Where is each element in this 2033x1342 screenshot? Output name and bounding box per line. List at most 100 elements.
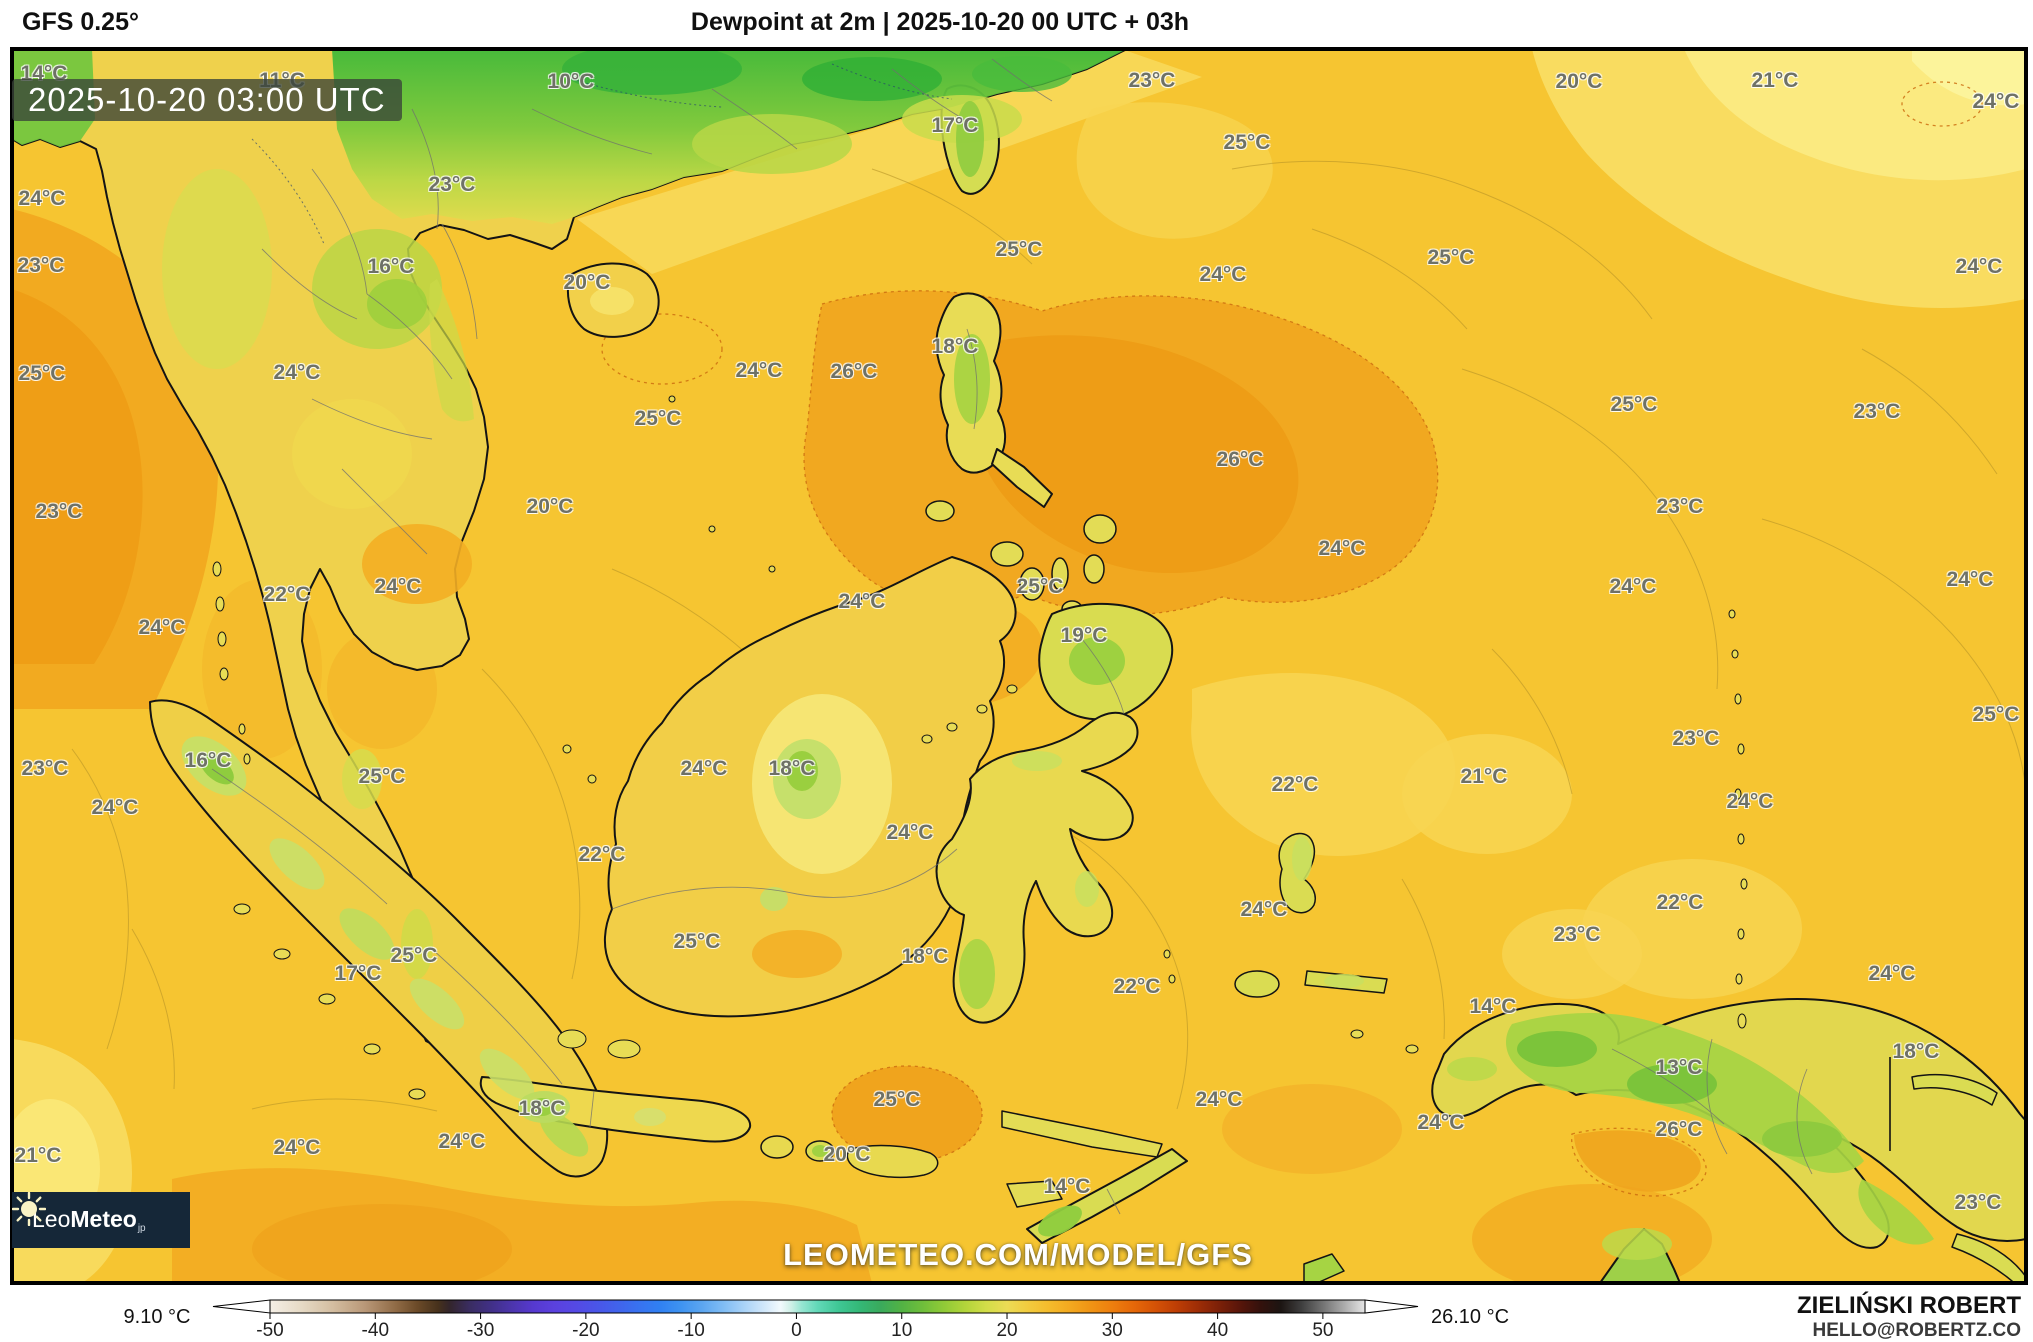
temp-label: 22°C (1656, 891, 1704, 914)
temp-label: 23°C (1853, 400, 1901, 423)
temp-label: 24°C (1972, 90, 2020, 113)
temp-label: 24°C (680, 757, 728, 780)
temp-label: 23°C (21, 757, 69, 780)
temp-label: 24°C (1868, 962, 1916, 985)
colorbar-tick-label: 20 (996, 1320, 1017, 1338)
temp-label: 18°C (518, 1097, 566, 1120)
temp-labels-layer: 14°C11°C24°C23°C25°C23°C23°C16°C24°C10°C… (12, 49, 2026, 1283)
sea-contours (71, 160, 2026, 1112)
temp-label: 25°C (390, 944, 438, 967)
watermark: LEOMETEO.COM/MODEL/GFS (783, 1237, 1253, 1272)
temp-label: 24°C (735, 359, 783, 382)
temp-label: 17°C (334, 962, 382, 985)
colorbar-tick-label: 40 (1207, 1320, 1228, 1338)
leometeo-logo[interactable]: LeoMeteojp (12, 1192, 190, 1248)
temp-label: 22°C (1113, 975, 1161, 998)
temp-label: 24°C (438, 1130, 486, 1153)
temp-label: 25°C (1610, 393, 1658, 416)
contact-email[interactable]: HELLO@ROBERTZ.CO (1812, 1320, 2021, 1341)
temp-label: 23°C (1954, 1191, 2002, 1214)
temp-label: 26°C (830, 360, 878, 383)
temp-label: 14°C (1469, 995, 1517, 1018)
temp-label: 26°C (1216, 448, 1264, 471)
model-label: GFS 0.25° (22, 8, 139, 36)
colorbar-tick-label: 50 (1312, 1320, 1333, 1338)
temp-label: 25°C (995, 238, 1043, 261)
temp-label: 25°C (1223, 131, 1271, 154)
temp-label: 25°C (1016, 575, 1064, 598)
temp-label: 22°C (263, 583, 311, 606)
colorbar-tick-label: -20 (572, 1320, 599, 1338)
temp-label: 24°C (374, 575, 422, 598)
temp-label: 13°C (1655, 1056, 1703, 1079)
colorbar-tick-label: -30 (467, 1320, 494, 1338)
colorbar-tick-label: -10 (677, 1320, 704, 1338)
mainland-asia (12, 49, 1128, 1048)
temp-label: 24°C (273, 361, 321, 384)
temp-label: 24°C (1318, 537, 1366, 560)
temp-label: 24°C (1417, 1111, 1465, 1134)
temp-label: 26°C (1655, 1118, 1703, 1141)
temp-label: 25°C (873, 1088, 921, 1111)
colorbar-max-label: 26.10 °C (1430, 1306, 1510, 1328)
temp-label: 21°C (1460, 765, 1508, 788)
temp-label: 20°C (1555, 70, 1603, 93)
temp-label: 20°C (526, 495, 574, 518)
temp-label: 14°C (1043, 1175, 1091, 1198)
colorbar-gradient (269, 1299, 1366, 1314)
colorbar-left-arrow (212, 1299, 271, 1314)
temp-label: 24°C (1946, 568, 1994, 591)
temp-label: 25°C (1972, 703, 2020, 726)
temp-label: 21°C (14, 1144, 62, 1167)
temp-label: 16°C (367, 255, 415, 278)
author-name: ZIELIŃSKI ROBERT (1796, 1292, 2021, 1319)
temp-label: 23°C (1672, 727, 1720, 750)
island-specks (212, 395, 1748, 1100)
sun-icon (12, 1192, 46, 1226)
colorbar: -50 -40 -30 -20 -10 0 10 20 30 40 50 (212, 1299, 1419, 1338)
temp-label: 17°C (931, 114, 979, 137)
temp-label: 24°C (91, 796, 139, 819)
temp-label: 24°C (273, 1136, 321, 1159)
temp-label: 21°C (1751, 69, 1799, 92)
page-title: Dewpoint at 2m | 2025-10-20 00 UTC + 03h (690, 8, 1190, 36)
temp-label: 23°C (1553, 923, 1601, 946)
temp-label: 24°C (1955, 255, 2003, 278)
temp-label: 25°C (18, 362, 66, 385)
temp-label: 20°C (563, 271, 611, 294)
temp-label: 19°C (1060, 624, 1108, 647)
logo-text: LeoMeteojp (32, 1206, 146, 1234)
temp-label: 23°C (1656, 495, 1704, 518)
colorbar-tick-label: 10 (891, 1320, 912, 1338)
temp-label: 25°C (358, 765, 406, 788)
temp-label: 24°C (138, 616, 186, 639)
temp-label: 24°C (18, 187, 66, 210)
temp-label: 24°C (838, 590, 886, 613)
colorbar-tick-label: -50 (256, 1320, 283, 1338)
temp-label: 25°C (673, 930, 721, 953)
colorbar-right-arrow (1364, 1299, 1419, 1314)
temp-label: 24°C (1609, 575, 1657, 598)
temp-label: 18°C (901, 945, 949, 968)
map-frame (12, 49, 2026, 1283)
temp-label: 22°C (578, 843, 626, 866)
temp-label: 23°C (428, 173, 476, 196)
temp-label: 18°C (1892, 1040, 1940, 1063)
temp-label: 23°C (35, 500, 83, 523)
temp-label: 25°C (634, 407, 682, 430)
temp-label: 20°C (823, 1143, 871, 1166)
temp-label: 24°C (1726, 790, 1774, 813)
temp-label: 24°C (1195, 1088, 1243, 1111)
temp-label: 24°C (1199, 263, 1247, 286)
temp-label: 18°C (931, 335, 979, 358)
temp-label: 18°C (768, 757, 816, 780)
colorbar-ticks: -50 -40 -30 -20 -10 0 10 20 30 40 50 (256, 1313, 1333, 1338)
temp-label: 23°C (1128, 69, 1176, 92)
sumba-island (1006, 1180, 1063, 1208)
colorbar-tick-label: -40 (362, 1320, 389, 1338)
land-detail (12, 49, 1934, 1260)
temp-label: 22°C (1271, 773, 1319, 796)
weather-map[interactable]: 14°C11°C24°C23°C25°C23°C23°C16°C24°C10°C… (10, 47, 2028, 1285)
temp-label: 24°C (1240, 898, 1288, 921)
